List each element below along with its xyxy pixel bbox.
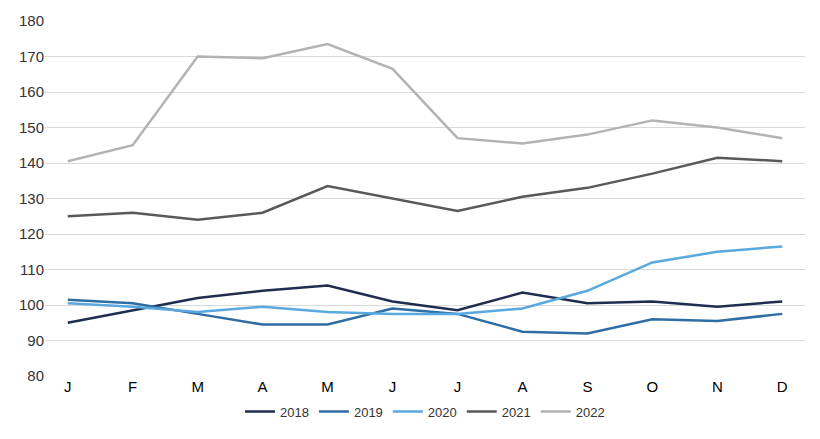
svg-text:O: O — [647, 378, 659, 395]
svg-text:N: N — [712, 378, 723, 395]
svg-text:120: 120 — [19, 225, 44, 242]
svg-text:M: M — [321, 378, 334, 395]
svg-text:180: 180 — [19, 12, 44, 29]
svg-text:2022: 2022 — [576, 405, 605, 420]
svg-text:A: A — [258, 378, 268, 395]
svg-text:2019: 2019 — [354, 405, 383, 420]
svg-text:A: A — [517, 378, 527, 395]
svg-text:90: 90 — [27, 332, 44, 349]
svg-text:140: 140 — [19, 154, 44, 171]
svg-text:S: S — [582, 378, 592, 395]
svg-text:J: J — [389, 378, 397, 395]
svg-text:80: 80 — [27, 367, 44, 384]
svg-text:130: 130 — [19, 190, 44, 207]
svg-text:J: J — [64, 378, 72, 395]
svg-text:100: 100 — [19, 296, 44, 313]
svg-text:2021: 2021 — [502, 405, 531, 420]
svg-text:160: 160 — [19, 83, 44, 100]
svg-text:2020: 2020 — [428, 405, 457, 420]
svg-text:150: 150 — [19, 119, 44, 136]
svg-text:M: M — [191, 378, 204, 395]
svg-text:170: 170 — [19, 48, 44, 65]
svg-text:2018: 2018 — [280, 405, 309, 420]
svg-text:110: 110 — [20, 261, 44, 278]
svg-text:J: J — [454, 378, 462, 395]
svg-text:F: F — [128, 378, 137, 395]
svg-text:D: D — [777, 378, 788, 395]
